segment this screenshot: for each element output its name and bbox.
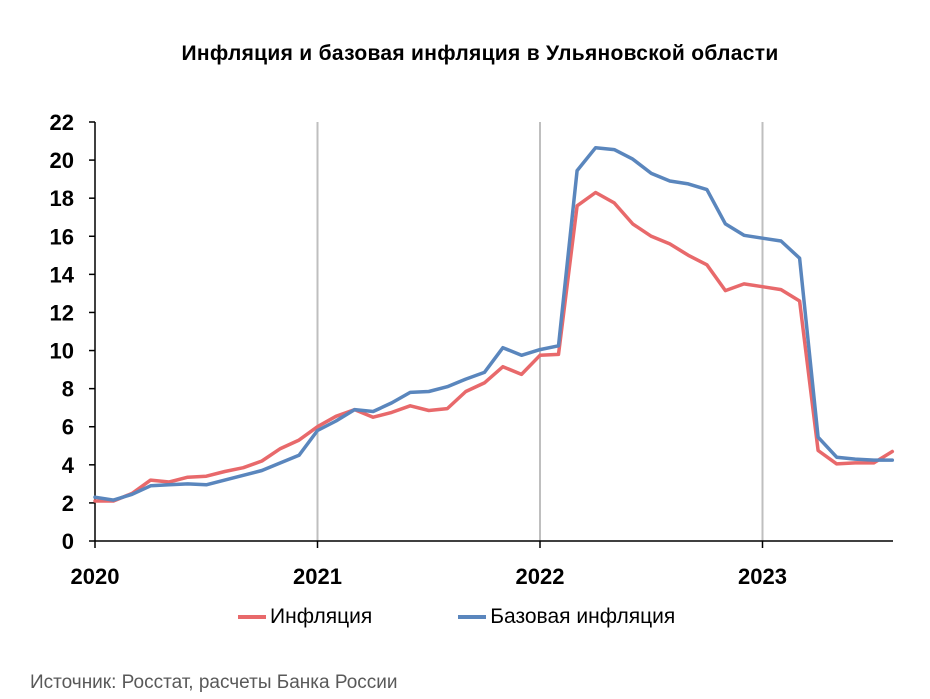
y-tick-label-0: 0 — [62, 529, 74, 554]
y-tick-label-10: 10 — [50, 339, 74, 364]
legend-label-core-inflation: Базовая инфляция — [490, 605, 676, 628]
x-tick-label-2021: 2021 — [293, 564, 342, 589]
y-tick-label-18: 18 — [50, 186, 74, 211]
legend-item-core-inflation: Базовая инфляция — [458, 605, 675, 629]
y-tick-label-2: 2 — [62, 491, 74, 516]
y-tick-label-8: 8 — [62, 377, 74, 402]
legend: Инфляция Базовая инфляция — [238, 603, 761, 631]
x-tick-label-2020: 2020 — [71, 564, 120, 589]
y-axis-ticks: 0 2 4 6 8 10 12 14 16 18 20 22 — [50, 110, 95, 554]
legend-swatch-core-inflation — [458, 615, 487, 619]
chart-title: Инфляция и базовая инфляция в Ульяновско… — [181, 42, 779, 65]
y-tick-label-20: 20 — [50, 148, 74, 173]
source-note: Источник: Росстат, расчеты Банка России — [30, 672, 398, 693]
x-tick-label-2022: 2022 — [516, 564, 565, 589]
axes — [94, 122, 893, 542]
x-tick-label-2023: 2023 — [738, 564, 787, 589]
series-lines — [93, 145, 895, 503]
legend-item-inflation: Инфляция — [238, 605, 372, 629]
y-tick-label-6: 6 — [62, 415, 74, 440]
gridlines — [316, 122, 764, 541]
y-tick-label-16: 16 — [50, 224, 74, 249]
y-tick-label-22: 22 — [50, 110, 74, 135]
series-line-inflation — [93, 190, 895, 503]
y-tick-label-12: 12 — [50, 300, 74, 325]
legend-swatch-inflation — [238, 615, 266, 619]
y-tick-label-14: 14 — [50, 262, 75, 287]
x-axis-ticks: 2020 2021 2022 2023 — [71, 541, 787, 589]
series-line-core-inflation — [93, 145, 895, 502]
legend-label-inflation: Инфляция — [270, 605, 373, 628]
y-tick-label-4: 4 — [62, 453, 75, 478]
